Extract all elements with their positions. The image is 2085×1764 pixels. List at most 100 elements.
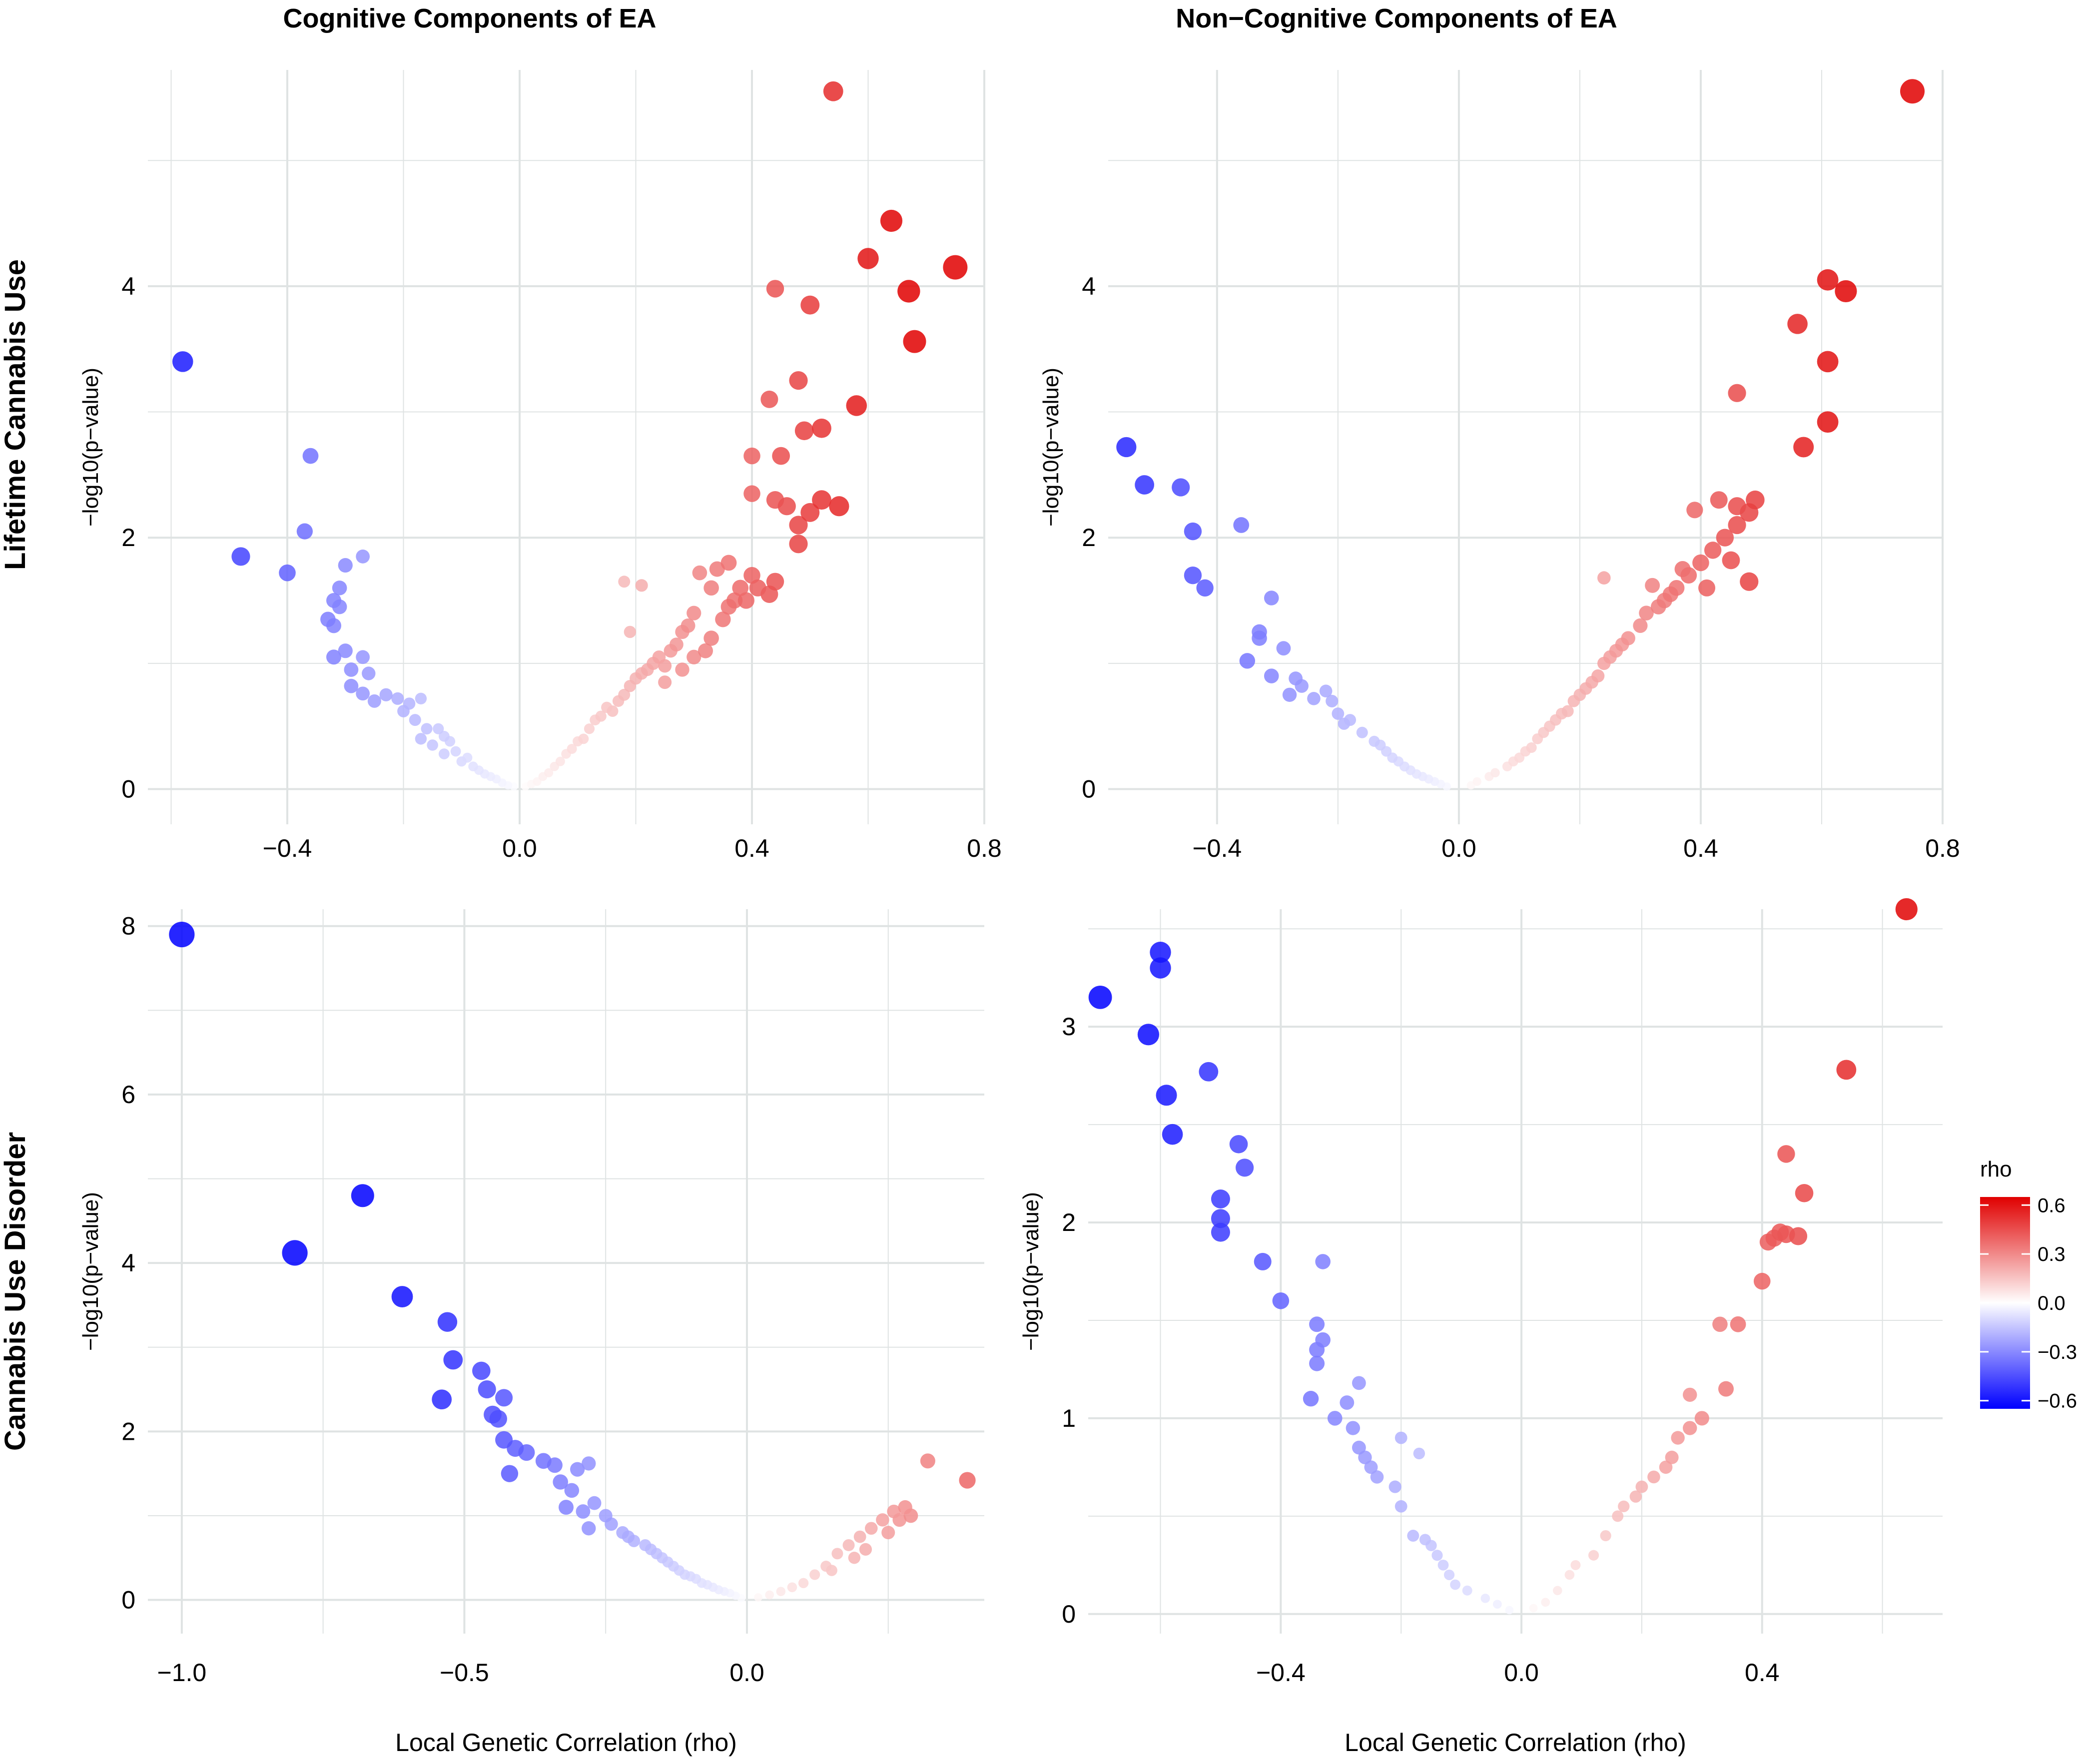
data-point: [1668, 580, 1685, 596]
x-tick-label: 0.4: [1745, 1659, 1780, 1687]
data-point: [1836, 1060, 1857, 1080]
data-point: [698, 643, 713, 658]
data-point: [450, 746, 461, 757]
data-point: [800, 295, 820, 315]
data-point: [356, 686, 370, 701]
data-point: [356, 550, 370, 564]
y-tick-label: 1: [1062, 1404, 1076, 1432]
y-tick-label: 0: [121, 1586, 135, 1614]
data-point: [1541, 1598, 1550, 1607]
data-point: [789, 516, 808, 535]
data-point: [1740, 572, 1759, 591]
data-point: [1600, 1530, 1611, 1542]
data-point: [743, 447, 760, 465]
data-point: [823, 81, 843, 101]
data-point: [703, 580, 719, 596]
data-point: [332, 581, 347, 595]
data-point: [1746, 490, 1765, 510]
data-point: [578, 733, 589, 744]
x-tick-label: −0.4: [1256, 1659, 1306, 1687]
data-point: [356, 650, 370, 664]
data-point: [1211, 1209, 1230, 1228]
data-point: [1282, 687, 1297, 702]
data-point: [1472, 777, 1481, 786]
x-tick-label: 0.0: [502, 834, 537, 862]
y-tick-label: 2: [1062, 1208, 1076, 1236]
data-point: [1529, 1604, 1538, 1613]
data-point: [570, 1462, 585, 1477]
data-point: [639, 1539, 652, 1551]
data-point: [1443, 1569, 1455, 1581]
data-point: [320, 611, 336, 627]
data-point: [1683, 1387, 1697, 1402]
y-tick-label: 2: [1082, 524, 1096, 552]
data-point: [1315, 1254, 1331, 1269]
data-point: [703, 630, 719, 646]
column-title-cognitive: Cognitive Components of EA: [283, 3, 657, 33]
panel-lifetime-cognitive: −0.4 0.0 0.4 0.8 0 2 4 −log10(p−value): [78, 70, 1002, 862]
data-point: [1895, 898, 1918, 921]
y-tick-label: 2: [121, 1417, 135, 1445]
x-tick-label: −0.5: [440, 1659, 489, 1687]
data-point: [1674, 561, 1691, 578]
data-point: [472, 1361, 491, 1380]
y-tick-label: 4: [1082, 272, 1096, 300]
data-point: [1561, 705, 1574, 717]
data-point: [576, 1504, 591, 1519]
data-point: [1289, 671, 1303, 685]
data-point: [1370, 1470, 1384, 1484]
data-point: [169, 921, 195, 948]
y-tick-label: 2: [121, 524, 135, 552]
y-tick-label: 8: [121, 912, 135, 940]
x-tick-label: 0.0: [1441, 834, 1476, 862]
data-point: [587, 1496, 602, 1510]
data-point: [903, 330, 926, 353]
panel-lifetime-noncognitive: −0.4 0.0 0.4 0.8 0 2 4 −log10(p−value): [1039, 70, 1960, 862]
y-axis-title: −log10(p−value): [78, 1192, 103, 1351]
data-point: [809, 1569, 820, 1580]
data-point: [1462, 1585, 1472, 1596]
data-point: [1570, 1560, 1581, 1570]
data-point: [687, 649, 701, 664]
data-point: [772, 447, 790, 465]
data-point: [1239, 653, 1256, 669]
data-point: [1492, 1600, 1502, 1609]
data-point: [1211, 1189, 1230, 1208]
y-tick-label: 6: [121, 1081, 135, 1109]
data-point: [582, 1521, 596, 1536]
data-point: [1116, 437, 1137, 458]
x-axis-title: Local Genetic Correlation (rho): [395, 1729, 737, 1757]
data-point: [1254, 1252, 1272, 1270]
data-point: [1480, 1594, 1490, 1603]
data-point: [1692, 554, 1709, 572]
x-tick-label: 0.4: [1683, 834, 1718, 862]
data-point: [881, 1526, 895, 1540]
data-point: [1199, 1062, 1219, 1082]
data-point: [1588, 1550, 1599, 1561]
data-point: [1307, 692, 1321, 705]
data-point: [766, 491, 784, 509]
data-point: [1252, 624, 1267, 640]
x-tick-label: 0.8: [967, 834, 1002, 862]
data-point: [789, 535, 808, 554]
data-point: [1817, 351, 1839, 373]
y-axis-title: −log10(p−value): [1019, 1192, 1043, 1351]
data-point: [1730, 1316, 1746, 1332]
data-point: [553, 1474, 568, 1490]
data-point: [1332, 707, 1345, 720]
data-point: [595, 710, 607, 722]
data-point: [535, 1453, 552, 1469]
data-point: [681, 618, 695, 633]
data-point: [478, 1380, 496, 1399]
data-point: [582, 1456, 596, 1471]
data-point: [766, 280, 784, 298]
data-point: [279, 564, 296, 582]
data-point: [438, 730, 450, 742]
data-point: [789, 371, 808, 390]
x-tick-label: 0.0: [729, 1659, 764, 1687]
data-point: [555, 756, 565, 766]
data-point: [1419, 1534, 1431, 1546]
data-point: [1817, 411, 1839, 433]
data-point: [812, 490, 831, 510]
